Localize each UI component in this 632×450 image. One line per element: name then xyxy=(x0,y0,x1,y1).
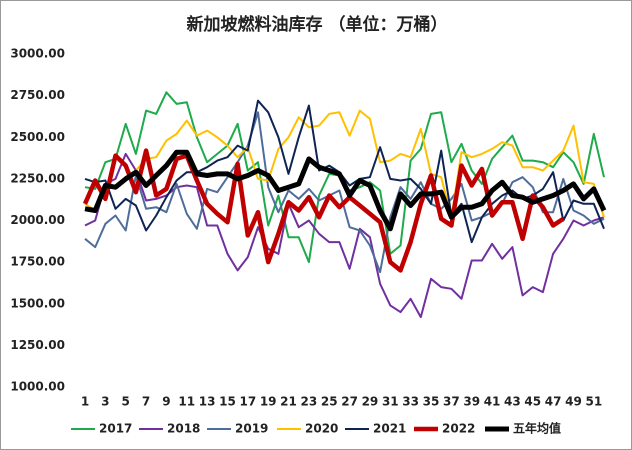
legend-label: 2020 xyxy=(305,422,338,436)
x-tick-label: 27 xyxy=(341,395,358,409)
y-tick-label: 3000.00 xyxy=(10,47,65,61)
x-tick-label: 13 xyxy=(199,395,216,409)
legend-label: 五年均值 xyxy=(513,421,561,436)
x-tick-label: 19 xyxy=(260,395,277,409)
legend-label: 2019 xyxy=(235,422,268,436)
x-tick-label: 25 xyxy=(321,395,338,409)
legend-label: 2022 xyxy=(442,422,475,436)
x-tick-label: 23 xyxy=(301,395,318,409)
x-tick-label: 21 xyxy=(280,395,297,409)
series-line xyxy=(84,109,605,219)
legend-label: 2017 xyxy=(99,422,132,436)
x-tick-label: 1 xyxy=(81,395,89,409)
x-tick-label: 41 xyxy=(484,395,501,409)
x-tick-label: 47 xyxy=(545,395,562,409)
x-tick-label: 33 xyxy=(402,395,419,409)
x-tick-label: 51 xyxy=(585,395,602,409)
x-tick-label: 31 xyxy=(382,395,399,409)
x-tick-label: 43 xyxy=(504,395,521,409)
y-tick-label: 2750.00 xyxy=(10,88,65,102)
y-tick-label: 1750.00 xyxy=(10,255,65,269)
x-tick-label: 9 xyxy=(162,395,170,409)
y-tick-label: 1000.00 xyxy=(10,380,65,394)
x-tick-label: 3 xyxy=(101,395,109,409)
legend-label: 2018 xyxy=(167,422,200,436)
y-tick-label: 2000.00 xyxy=(10,213,65,227)
x-tick-label: 7 xyxy=(142,395,150,409)
x-tick-label: 17 xyxy=(239,395,256,409)
x-tick-label: 29 xyxy=(362,395,379,409)
y-tick-label: 1250.00 xyxy=(10,338,65,352)
x-tick-label: 5 xyxy=(122,395,130,409)
chart-title: 新加坡燃料油库存 （单位：万桶） xyxy=(187,14,448,35)
series-line xyxy=(84,91,605,264)
series-line xyxy=(84,111,605,274)
x-tick-label: 39 xyxy=(463,395,480,409)
x-tick-label: 35 xyxy=(423,395,440,409)
legend-label: 2021 xyxy=(373,422,406,436)
x-tick-label: 49 xyxy=(565,395,582,409)
series-line xyxy=(84,152,605,319)
x-tick-label: 11 xyxy=(178,395,195,409)
x-tick-label: 15 xyxy=(219,395,236,409)
y-tick-label: 2250.00 xyxy=(10,171,65,185)
x-tick-label: 37 xyxy=(443,395,460,409)
x-tick-label: 45 xyxy=(524,395,541,409)
series-line xyxy=(84,149,607,232)
y-tick-label: 2500.00 xyxy=(10,130,65,144)
series-line xyxy=(82,148,565,273)
y-tick-label: 1500.00 xyxy=(10,296,65,310)
